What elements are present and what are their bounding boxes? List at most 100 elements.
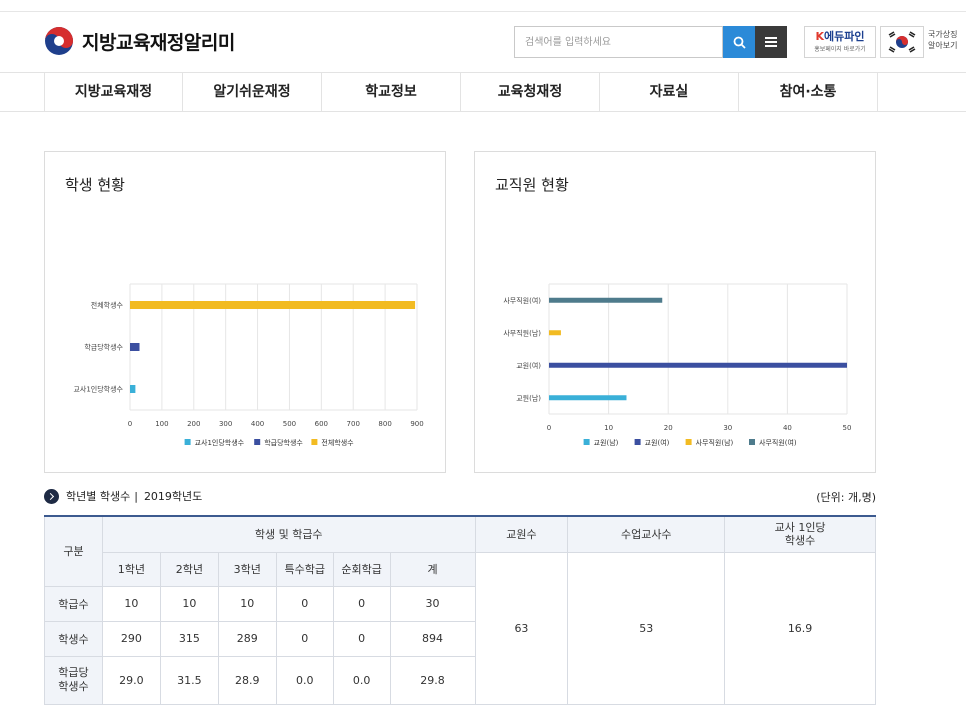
table-cell: 10: [159, 585, 219, 622]
table-cell: 289: [217, 620, 277, 657]
table-cell: 290: [101, 620, 161, 657]
table-cell: 0: [275, 620, 334, 657]
table-subhead: 특수학급: [275, 551, 334, 587]
hamburger-icon: [765, 37, 777, 47]
bar: [130, 343, 140, 351]
edufine-banner-link[interactable]: K에듀파인 홍보페이지 바로가기: [804, 26, 876, 58]
x-tick-label: 30: [723, 424, 732, 432]
search-input[interactable]: [515, 27, 722, 57]
x-tick-label: 20: [664, 424, 673, 432]
legend-swatch: [583, 439, 590, 445]
y-category-label: 교원(여): [516, 361, 541, 370]
nav-item-local-finance[interactable]: 지방교육재정: [44, 73, 183, 111]
section-title: 학년별 학생수: [66, 490, 131, 503]
table-head-teachers: 교원수: [474, 515, 569, 553]
legend-swatch: [184, 439, 191, 445]
row-label: 학생수: [44, 620, 103, 657]
arrow-circle-icon: [44, 488, 59, 504]
y-category-label: 학급당학생수: [84, 343, 123, 352]
bar: [130, 301, 416, 309]
legend-swatch: [634, 439, 641, 445]
student-bar-chart: 0 100 200 300 400 500 600 700 800 900교사1인당학생수학급당학…: [73, 283, 424, 447]
legend-label: 교원(여): [645, 438, 670, 447]
nav-item-easy-finance[interactable]: 알기쉬운재정: [183, 73, 322, 111]
site-logo[interactable]: 지방교육재정알리미: [44, 26, 235, 56]
x-tick-label: 700: [347, 420, 360, 428]
y-category-label: 교사1인당학생수: [73, 385, 123, 394]
site-title: 지방교육재정알리미: [82, 31, 235, 54]
search-button[interactable]: [723, 26, 755, 58]
taegukgi-flag-icon: [880, 26, 924, 58]
x-tick-label: 800: [378, 420, 391, 428]
section-separator: |: [134, 489, 138, 503]
y-category-label: 전체학생수: [91, 301, 124, 310]
table-subhead: 1학년: [101, 551, 161, 587]
table-row: 학급당 학생수 29.0 31.5 28.9 0.0 0.0 29.8: [44, 655, 876, 705]
national-symbol-link[interactable]: 국가상징 알아보기: [880, 26, 966, 58]
legend-swatch: [685, 439, 692, 445]
table-cell: 10: [217, 585, 277, 622]
table-head-category: 구분: [44, 515, 103, 587]
legend-label: 학급당학생수: [264, 438, 303, 447]
table-cell: 0: [275, 585, 334, 622]
legend-label: 전체학생수: [321, 438, 354, 447]
table-cell: 0: [332, 585, 391, 622]
staff-bar-chart: 0 10 20 30 40 50 교원(남) 교원(여) 사무직원(남) 사무직원(여) 교원(남)…: [503, 283, 852, 447]
y-category-label: 사무직원(여): [503, 296, 541, 305]
table-cell: 28.9: [217, 655, 277, 705]
table-subhead: 2학년: [159, 551, 219, 587]
staff-chart-title: 교직원 현황: [495, 176, 569, 194]
table-cell: 10: [101, 585, 161, 622]
table-cell: 0.0: [275, 655, 334, 705]
edufine-title: K에듀파인: [815, 30, 865, 43]
menu-button[interactable]: [755, 26, 787, 58]
table-cell: 0: [332, 620, 391, 657]
x-tick-label: 500: [283, 420, 296, 428]
table-cell: 31.5: [159, 655, 219, 705]
row-label: 학급당 학생수: [44, 655, 103, 705]
legend-swatch: [749, 439, 755, 445]
legend-label: 교사1인당학생수: [195, 438, 245, 447]
row-label: 학급수: [44, 585, 103, 622]
legend-label: 사무직원(남): [696, 438, 734, 447]
top-utility-bar: [0, 0, 966, 12]
section-year: 2019학년도: [143, 490, 203, 503]
grade-student-table: 구분 학생 및 학급수 교원수 수업교사수 교사 1인당 학생수 1학년 2학년…: [44, 515, 876, 705]
teachers-count: 63: [474, 551, 569, 705]
legend-swatch: [254, 439, 261, 445]
table-cell: 29.8: [389, 655, 476, 705]
table-row: 학급수 10 10 10 0 0 30: [44, 585, 876, 622]
nav-item-school-info[interactable]: 학교정보: [322, 73, 461, 111]
nav-item-participation[interactable]: 참여·소통: [739, 73, 878, 111]
main-navigation: 지방교육재정 알기쉬운재정 학교정보 교육청재정 자료실 참여·소통: [0, 72, 966, 112]
bar: [130, 385, 136, 393]
table-head-students-classes: 학생 및 학급수: [101, 515, 476, 553]
table-cell: 0.0: [332, 655, 391, 705]
national-symbol-text: 국가상징 알아보기: [928, 30, 958, 50]
student-chart-title: 학생 현황: [65, 176, 125, 194]
x-tick-label: 200: [187, 420, 200, 428]
legend-label: 사무직원(여): [759, 438, 797, 447]
nav-item-archive[interactable]: 자료실: [600, 73, 739, 111]
edufine-subtitle: 홍보페이지 바로가기: [814, 46, 866, 53]
search-box: [514, 26, 723, 58]
unit-label: (단위: 개,명): [816, 491, 876, 504]
nav-item-office-finance[interactable]: 교육청재정: [461, 73, 600, 111]
table-subhead: 순회학급: [332, 551, 391, 587]
legend-swatch: [311, 439, 318, 445]
x-tick-label: 50: [843, 424, 852, 432]
x-tick-label: 10: [604, 424, 613, 432]
search-icon: [733, 36, 746, 49]
bar: [549, 330, 561, 336]
y-category-label: 사무직원(남): [503, 328, 541, 337]
student-status-panel: 학생 현황 0 100 200 300 400 500 600 700 800 900 교사1인당학…: [44, 151, 446, 473]
table-subhead: 계: [389, 551, 476, 587]
x-tick-label: 40: [783, 424, 792, 432]
table-cell: 315: [159, 620, 219, 657]
x-tick-label: 400: [251, 420, 264, 428]
table-cell: 894: [389, 620, 476, 657]
x-tick-label: 100: [155, 420, 168, 428]
bar: [549, 297, 663, 303]
x-tick-label: 0: [128, 420, 132, 428]
y-category-label: 교원(남): [516, 393, 541, 402]
